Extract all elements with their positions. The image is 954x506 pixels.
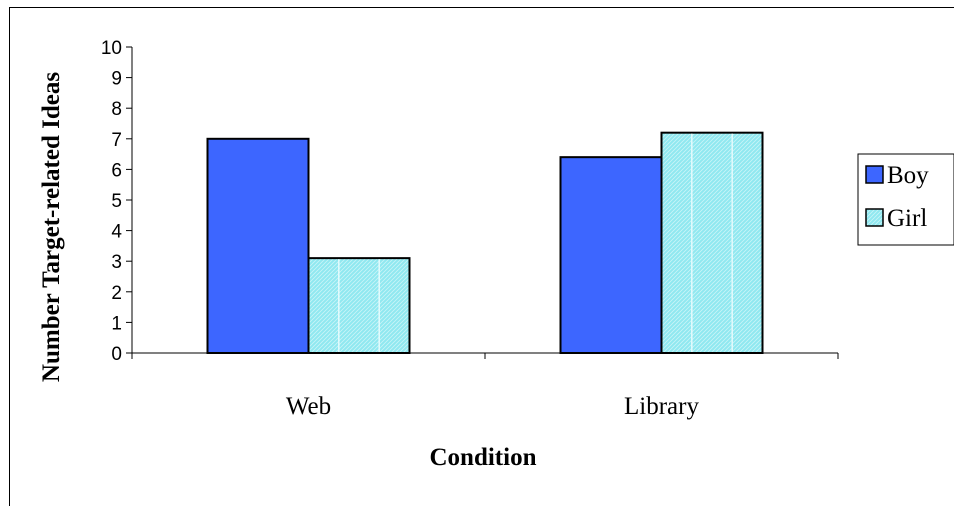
legend-swatch-girl [865,208,884,227]
x-axis-title: Condition [430,444,537,471]
y-tick-label: 9 [111,69,122,90]
chart-frame [9,7,954,506]
x-tick-label: Library [624,393,699,420]
bar-girl-library [660,131,764,354]
labels: 0 1 2 3 4 5 6 7 8 9 10 Web Library [101,38,700,420]
x-tick-label: Web [286,393,331,420]
bar-girl-web [307,257,411,355]
y-tick-label: 6 [111,160,122,181]
y-tick-label: 10 [101,38,122,59]
legend-label-girl: Girl [887,205,927,232]
y-tick-label: 0 [111,344,122,365]
bar-boy-library [559,156,663,354]
y-tick-label: 2 [111,283,122,304]
bars [206,131,764,355]
y-tick-label: 7 [111,130,122,151]
legend-label-boy: Boy [887,162,929,189]
bar-boy-web [206,137,310,354]
y-tick-label: 5 [111,191,122,212]
y-tick-label: 1 [111,313,122,334]
y-tick-label: 8 [111,99,122,120]
legend: Boy Girl [857,153,954,246]
y-tick-label: 4 [111,222,122,243]
y-axis-title: Number Target-related Ideas [38,72,65,382]
legend-swatch-boy [865,165,884,184]
y-tick-label: 3 [111,252,122,273]
